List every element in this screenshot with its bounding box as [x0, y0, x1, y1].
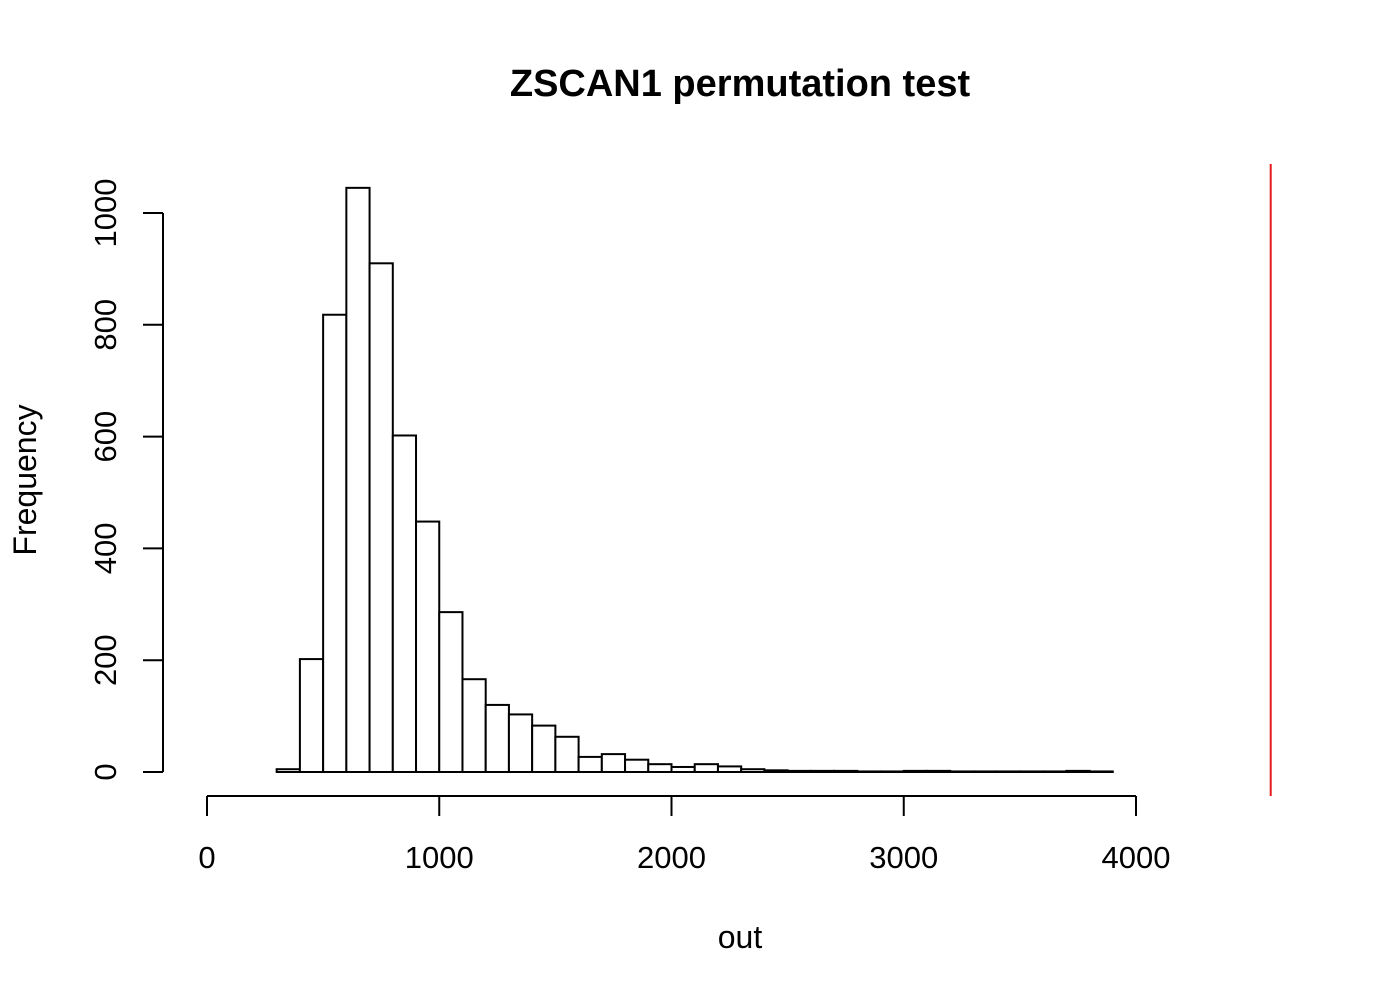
histogram-bar	[647, 763, 673, 774]
histogram-bar	[995, 770, 1021, 773]
y-tick-label: 0	[88, 763, 123, 780]
x-tick-label: 2000	[637, 840, 706, 875]
histogram-bar	[1065, 769, 1091, 774]
x-tick-label: 3000	[869, 840, 938, 875]
histogram-bar	[809, 769, 836, 774]
histogram-bar	[949, 770, 975, 773]
histogram-bar	[368, 262, 394, 773]
histogram-bar	[298, 658, 325, 773]
histogram-bar	[531, 724, 557, 774]
y-tick-label: 400	[88, 523, 123, 575]
histogram-bar	[322, 313, 348, 773]
histogram-bar	[1042, 770, 1068, 773]
y-tick-label: 1000	[88, 179, 123, 248]
histogram-bar	[1018, 770, 1045, 773]
y-tick-label: 800	[88, 299, 123, 351]
y-axis: 0 200 400 600 800 1000	[88, 179, 164, 781]
bars-group	[275, 186, 1114, 774]
histogram-bar	[786, 769, 812, 774]
histogram-bar	[670, 765, 696, 773]
x-axis: 0 1000 2000 3000 4000	[198, 795, 1171, 875]
histogram-bar	[879, 770, 905, 773]
histogram-bar	[763, 769, 789, 773]
histogram-bar	[507, 713, 534, 773]
histogram-bar	[484, 703, 510, 773]
chart-title: ZSCAN1 permutation test	[510, 63, 971, 105]
y-tick-label: 200	[88, 634, 123, 686]
x-axis-label: out	[718, 919, 763, 955]
histogram-bar	[345, 186, 371, 774]
histogram-bar	[740, 768, 766, 774]
histogram-bar	[275, 768, 301, 774]
histogram-bar	[391, 434, 418, 773]
histogram-bar	[577, 755, 603, 773]
histogram-bar	[972, 770, 998, 773]
y-tick-label: 600	[88, 411, 123, 463]
histogram-bar	[902, 769, 928, 774]
histogram-bar	[600, 753, 627, 773]
histogram-bar	[624, 758, 650, 774]
histogram-bar	[438, 611, 464, 773]
histogram-bar	[693, 763, 719, 774]
histogram-bar	[415, 520, 441, 773]
histogram-bar	[1088, 770, 1114, 773]
histogram-bar	[554, 735, 580, 774]
histogram-bar	[716, 765, 743, 773]
histogram-bar	[833, 769, 859, 774]
histogram-bar	[461, 678, 487, 773]
x-tick-label: 1000	[405, 840, 474, 875]
histogram-bar	[925, 769, 952, 774]
x-tick-label: 0	[198, 840, 215, 875]
y-axis-label: Frequency	[7, 404, 43, 555]
x-tick-label: 4000	[1102, 840, 1171, 875]
histogram-bar	[856, 770, 882, 773]
